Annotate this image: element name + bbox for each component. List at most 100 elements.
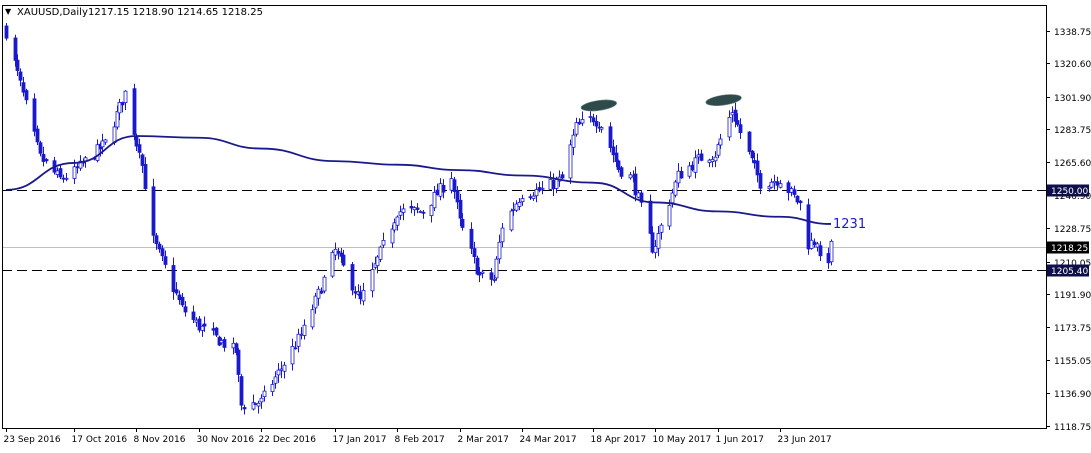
candle-body xyxy=(619,167,624,177)
candle-body xyxy=(435,189,440,196)
candle-body xyxy=(429,204,434,217)
candle-body xyxy=(183,306,188,313)
candle xyxy=(4,23,9,41)
candle-body xyxy=(514,203,519,211)
candle-body xyxy=(650,232,655,253)
candle-body xyxy=(568,144,573,179)
candle-body xyxy=(809,239,814,249)
candle xyxy=(18,68,23,87)
y-tick-label: 1320.60 xyxy=(1054,60,1091,70)
candle xyxy=(718,133,723,149)
candle xyxy=(180,292,185,308)
candle-body xyxy=(370,269,375,292)
candle-body xyxy=(55,170,60,175)
chart-header: ▼ XAUUSD,Daily 1217.15 1218.90 1214.65 1… xyxy=(5,7,263,18)
candle-body xyxy=(551,179,556,190)
moving-average-layer[interactable]: 1231 xyxy=(5,135,866,232)
candle xyxy=(489,268,494,286)
candle-body xyxy=(392,222,397,231)
candle xyxy=(313,292,318,314)
candle xyxy=(13,34,18,67)
candle xyxy=(594,114,599,134)
y-tick-label: 1338.75 xyxy=(1054,28,1091,38)
candle xyxy=(239,374,244,411)
candle-body xyxy=(750,150,755,159)
candle xyxy=(132,83,137,141)
candle xyxy=(290,338,295,371)
candle xyxy=(390,224,395,248)
candle xyxy=(531,192,536,201)
candle-body xyxy=(758,173,763,189)
chart-ohlc: 1217.15 1218.90 1214.65 1218.25 xyxy=(88,7,263,18)
candle-body xyxy=(679,170,684,179)
candle-body xyxy=(670,192,675,204)
candle-body xyxy=(636,192,641,198)
candle xyxy=(15,54,20,76)
candle xyxy=(574,117,579,137)
candle-body xyxy=(378,246,383,260)
level-price-tag-0-label: 1250.00 xyxy=(1051,187,1088,197)
time-axis[interactable]: 23 Sep 2016 17 Oct 2016 8 Nov 2016 30 Nov 2… xyxy=(4,428,832,445)
candle xyxy=(611,139,616,163)
chart-menu-arrow-icon[interactable]: ▼ xyxy=(5,7,12,16)
candle-body xyxy=(475,257,480,275)
x-tick-label: 17 Oct 2016 xyxy=(72,435,128,445)
candle-body xyxy=(231,342,236,349)
level-price-tag-1[interactable]: 1205.40 xyxy=(1047,264,1089,278)
candle-body xyxy=(418,211,423,213)
candle-body xyxy=(755,160,760,176)
candle xyxy=(812,238,817,248)
candle xyxy=(44,158,49,164)
candle xyxy=(163,250,168,269)
candle-body xyxy=(458,199,463,219)
candle xyxy=(588,111,593,123)
candle xyxy=(608,122,613,153)
level-price-tag-0[interactable]: 1250.00 xyxy=(1047,184,1089,198)
x-tick-label: 24 Mar 2017 xyxy=(520,435,577,445)
top-marker-0[interactable] xyxy=(580,98,617,113)
candle-body xyxy=(103,139,108,143)
x-tick-label: 30 Nov 2016 xyxy=(197,435,255,445)
candle xyxy=(679,166,684,179)
candle-body xyxy=(375,256,380,267)
candle xyxy=(818,241,823,262)
candle-body xyxy=(477,272,482,276)
horizontal-levels-layer[interactable] xyxy=(2,190,1046,271)
candle xyxy=(738,118,743,139)
candle xyxy=(302,319,307,340)
candle xyxy=(580,111,585,127)
chart-symbol: XAUUSD,Daily xyxy=(17,7,88,18)
candle-body xyxy=(194,319,199,323)
candle-body xyxy=(616,160,621,170)
candle-body xyxy=(242,407,247,410)
candle-body xyxy=(710,159,715,163)
candle-body xyxy=(432,191,437,209)
candle-body xyxy=(826,253,831,264)
candle-body xyxy=(608,126,613,149)
price-axis[interactable]: 1338.75 1320.60 1301.90 1283.75 1265.60 1246.… xyxy=(1046,28,1091,433)
candle-body xyxy=(769,181,774,188)
markers-layer[interactable] xyxy=(580,93,742,113)
candle xyxy=(540,180,545,195)
candle-body xyxy=(251,402,256,410)
candle xyxy=(276,363,281,383)
candle-body xyxy=(653,245,658,254)
candle-body xyxy=(469,228,474,249)
candle-body xyxy=(699,153,704,161)
candle-body xyxy=(628,174,633,179)
moving-average-line[interactable] xyxy=(5,135,832,225)
candle-body xyxy=(713,156,718,162)
candle-body xyxy=(690,164,695,171)
candle xyxy=(806,198,811,255)
candle-body xyxy=(687,165,692,177)
candle-body xyxy=(214,327,219,336)
candle-body xyxy=(134,135,139,147)
top-marker-1[interactable] xyxy=(705,93,742,108)
candle-body xyxy=(455,190,460,203)
candle-body xyxy=(270,384,275,393)
current-price-tag[interactable]: 1218.25 xyxy=(1047,241,1089,255)
candle-body xyxy=(78,160,83,169)
candle-body xyxy=(696,154,701,158)
